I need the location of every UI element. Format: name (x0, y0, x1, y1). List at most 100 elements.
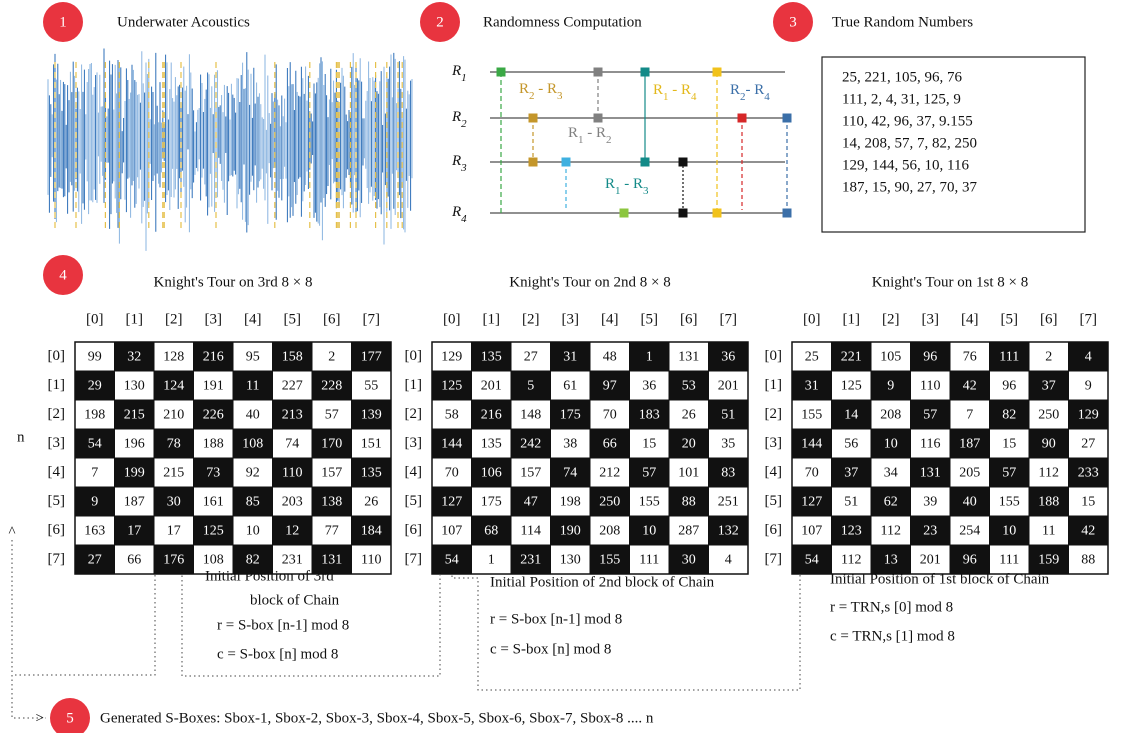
cell-value: 125 (841, 379, 862, 394)
cell-value: 32 (127, 350, 141, 365)
col-header: [0] (443, 311, 461, 327)
cell-value: 203 (282, 495, 303, 510)
n-label: n (17, 429, 25, 445)
cell-value: 66 (603, 437, 617, 452)
cell-value: 155 (639, 495, 660, 510)
col-header: [1] (843, 311, 861, 327)
trn-line: 187, 15, 90, 27, 70, 37 (842, 179, 978, 195)
cell-value: 35 (721, 437, 735, 452)
gate-label: R1 - R3 (605, 176, 649, 196)
cell-value: 31 (805, 379, 819, 394)
row-header: [0] (765, 348, 783, 364)
grid-title: Knight's Tour on 3rd 8 × 8 (153, 274, 312, 290)
cell-value: 139 (361, 408, 382, 423)
cell-value: 287 (678, 524, 699, 539)
row-header: [6] (765, 522, 783, 538)
cell-value: 14 (844, 408, 858, 423)
cell-value: 130 (124, 379, 145, 394)
cell-value: 56 (844, 437, 858, 452)
cell-value: 30 (167, 495, 181, 510)
row-header: [7] (405, 551, 423, 567)
cell-value: 68 (484, 524, 498, 539)
cell-value: 170 (321, 437, 342, 452)
col-header: [7] (363, 311, 381, 327)
cell-value: 17 (167, 524, 181, 539)
cell-value: 210 (163, 408, 184, 423)
gate (713, 68, 722, 77)
cell-value: 175 (560, 408, 581, 423)
cell-value: 187 (124, 495, 145, 510)
step-label: Randomness Computation (483, 14, 642, 30)
cell-value: 155 (801, 408, 822, 423)
cell-value: 15 (642, 437, 656, 452)
gate-label: R1 - R2 (568, 125, 612, 145)
cell-value: 159 (1038, 553, 1059, 568)
col-header: [6] (1040, 311, 1058, 327)
cell-value: 228 (321, 379, 342, 394)
row-header: [7] (48, 551, 66, 567)
cell-value: 20 (682, 437, 696, 452)
cell-value: 215 (163, 466, 184, 481)
note-line: c = S-box [n] mod 8 (490, 641, 611, 657)
cell-value: 10 (884, 437, 898, 452)
cell-value: 78 (167, 437, 181, 452)
cell-value: 110 (361, 553, 381, 568)
cell-value: 128 (163, 350, 184, 365)
cell-value: 27 (88, 553, 102, 568)
cell-value: 250 (1038, 408, 1059, 423)
cell-value: 73 (206, 466, 220, 481)
col-header: [5] (1001, 311, 1019, 327)
cell-value: 10 (1002, 524, 1016, 539)
row-header: [2] (405, 406, 423, 422)
gate-label: R2- R4 (730, 82, 770, 102)
gate (529, 114, 538, 123)
cell-value: 144 (801, 437, 822, 452)
cell-value: 205 (959, 466, 980, 481)
gate (594, 68, 603, 77)
cell-value: 208 (880, 408, 901, 423)
gate (594, 114, 603, 123)
col-header: [6] (323, 311, 341, 327)
cell-value: 155 (999, 495, 1020, 510)
cell-value: 40 (246, 408, 260, 423)
cell-value: 201 (718, 379, 739, 394)
col-header: [4] (244, 311, 262, 327)
cell-value: 42 (963, 379, 977, 394)
step-number: 5 (66, 710, 74, 726)
step-label: Underwater Acoustics (117, 14, 250, 30)
row-header: [6] (48, 522, 66, 538)
cell-value: 57 (325, 408, 339, 423)
cell-value: 95 (246, 350, 260, 365)
row-header: [5] (48, 493, 66, 509)
cell-value: 23 (923, 524, 937, 539)
cell-value: 111 (999, 553, 1019, 568)
gate (562, 158, 571, 167)
row-header: [0] (48, 348, 66, 364)
gate (641, 158, 650, 167)
cell-value: 177 (361, 350, 382, 365)
row-header: [4] (765, 464, 783, 480)
cell-value: 198 (84, 408, 105, 423)
cell-value: 15 (1081, 495, 1095, 510)
cell-value: 208 (599, 524, 620, 539)
cell-value: 70 (805, 466, 819, 481)
cell-value: 135 (361, 466, 382, 481)
step-number: 1 (59, 14, 67, 30)
cell-value: 213 (282, 408, 303, 423)
cell-value: 132 (718, 524, 739, 539)
cell-value: 188 (203, 437, 224, 452)
cell-value: 215 (124, 408, 145, 423)
cell-value: 11 (1042, 524, 1055, 539)
grid-title: Knight's Tour on 1st 8 × 8 (872, 274, 1029, 290)
cell-value: 9 (91, 495, 98, 510)
note-line: r = S-box [n-1] mod 8 (217, 617, 349, 633)
cell-value: 15 (1002, 437, 1016, 452)
row-header: [3] (48, 435, 66, 451)
note-line: c = S-box [n] mod 8 (217, 646, 338, 662)
cell-value: 36 (642, 379, 656, 394)
note-line: Initial Position of 3rd (205, 568, 334, 584)
cell-value: 110 (920, 379, 940, 394)
cell-value: 124 (163, 379, 184, 394)
cell-value: 48 (603, 350, 617, 365)
cell-value: 30 (682, 553, 696, 568)
